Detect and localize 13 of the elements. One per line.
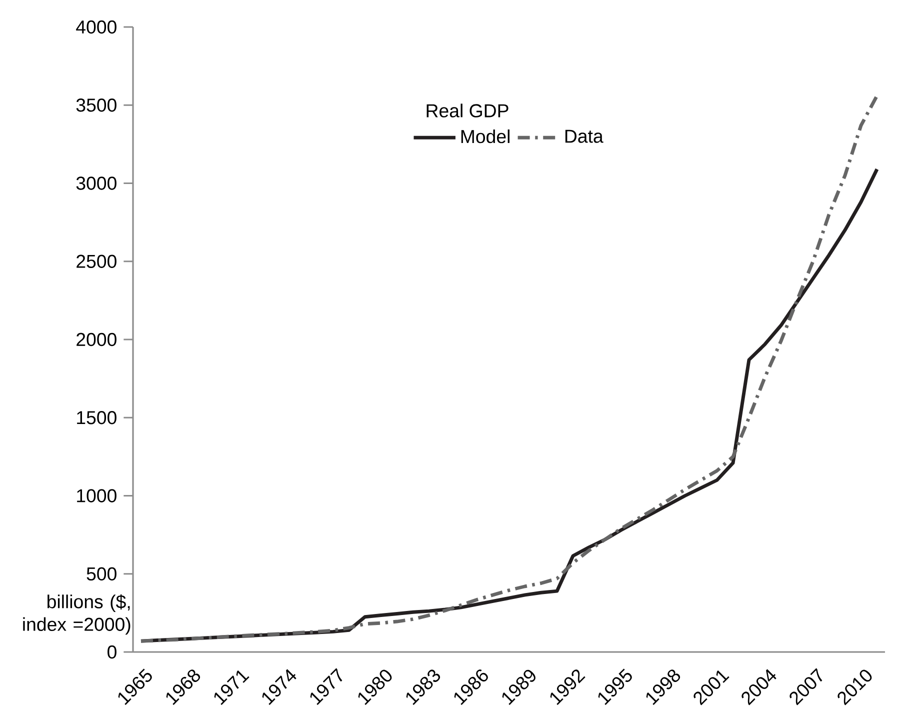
legend-label: Data bbox=[565, 130, 604, 143]
y-tick-label: 500 bbox=[86, 567, 116, 580]
y-tick-label: 1500 bbox=[77, 411, 116, 424]
y-tick-label: 0 bbox=[108, 645, 116, 659]
legend-label: Model bbox=[461, 129, 510, 144]
y-tick-label: 3500 bbox=[76, 98, 116, 112]
legend-title: Real GDP bbox=[426, 104, 508, 118]
y-tick-label: 2500 bbox=[76, 254, 116, 268]
y-tick-label: 2000 bbox=[76, 332, 116, 346]
y-axis-title: billions ($, index =2000) bbox=[23, 594, 130, 635]
y-tick-label: 4000 bbox=[76, 20, 116, 34]
y-tick-label: 3000 bbox=[76, 176, 116, 190]
y-tick-label: 1000 bbox=[77, 489, 116, 502]
